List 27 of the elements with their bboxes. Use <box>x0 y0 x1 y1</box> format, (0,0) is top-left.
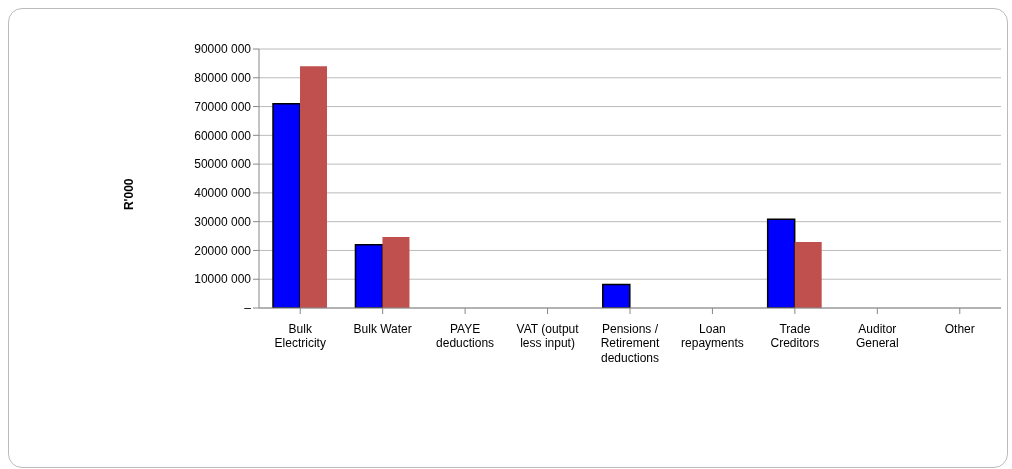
y-tick-label: 90000 000 <box>194 42 252 57</box>
x-tick-label: Auditor General <box>855 321 899 351</box>
bar <box>272 102 301 308</box>
y-tick-label: 30000 000 <box>194 214 252 229</box>
bar <box>766 218 796 308</box>
y-tick-label: – <box>244 301 252 316</box>
y-tick-label: 50000 000 <box>194 157 252 172</box>
y-tick-label: 40000 000 <box>194 186 252 201</box>
bar <box>354 243 384 308</box>
x-tick-label: VAT (output less input) <box>516 321 580 351</box>
y-axis-title: R'000 <box>122 178 137 211</box>
x-tick-label: Bulk Electricity <box>274 321 326 351</box>
x-tick-label: Other <box>944 321 975 336</box>
bar <box>382 236 410 308</box>
x-tick-label: Loan repayments <box>681 321 744 351</box>
x-tick-label: Pensions / Retirement deductions <box>600 321 661 365</box>
y-tick-label: 20000 000 <box>194 243 252 258</box>
y-tick-label: 70000 000 <box>194 99 252 114</box>
bar <box>300 66 328 308</box>
bar <box>794 242 822 308</box>
bar <box>602 283 631 308</box>
x-tick-label: Bulk Water <box>353 321 412 336</box>
y-tick-label: 60000 000 <box>194 128 252 143</box>
y-tick-label: 10000 000 <box>194 272 252 287</box>
y-tick-label: 80000 000 <box>194 71 252 86</box>
x-tick-label: Trade Creditors <box>770 321 820 351</box>
x-tick-label: PAYE deductions <box>436 321 495 351</box>
